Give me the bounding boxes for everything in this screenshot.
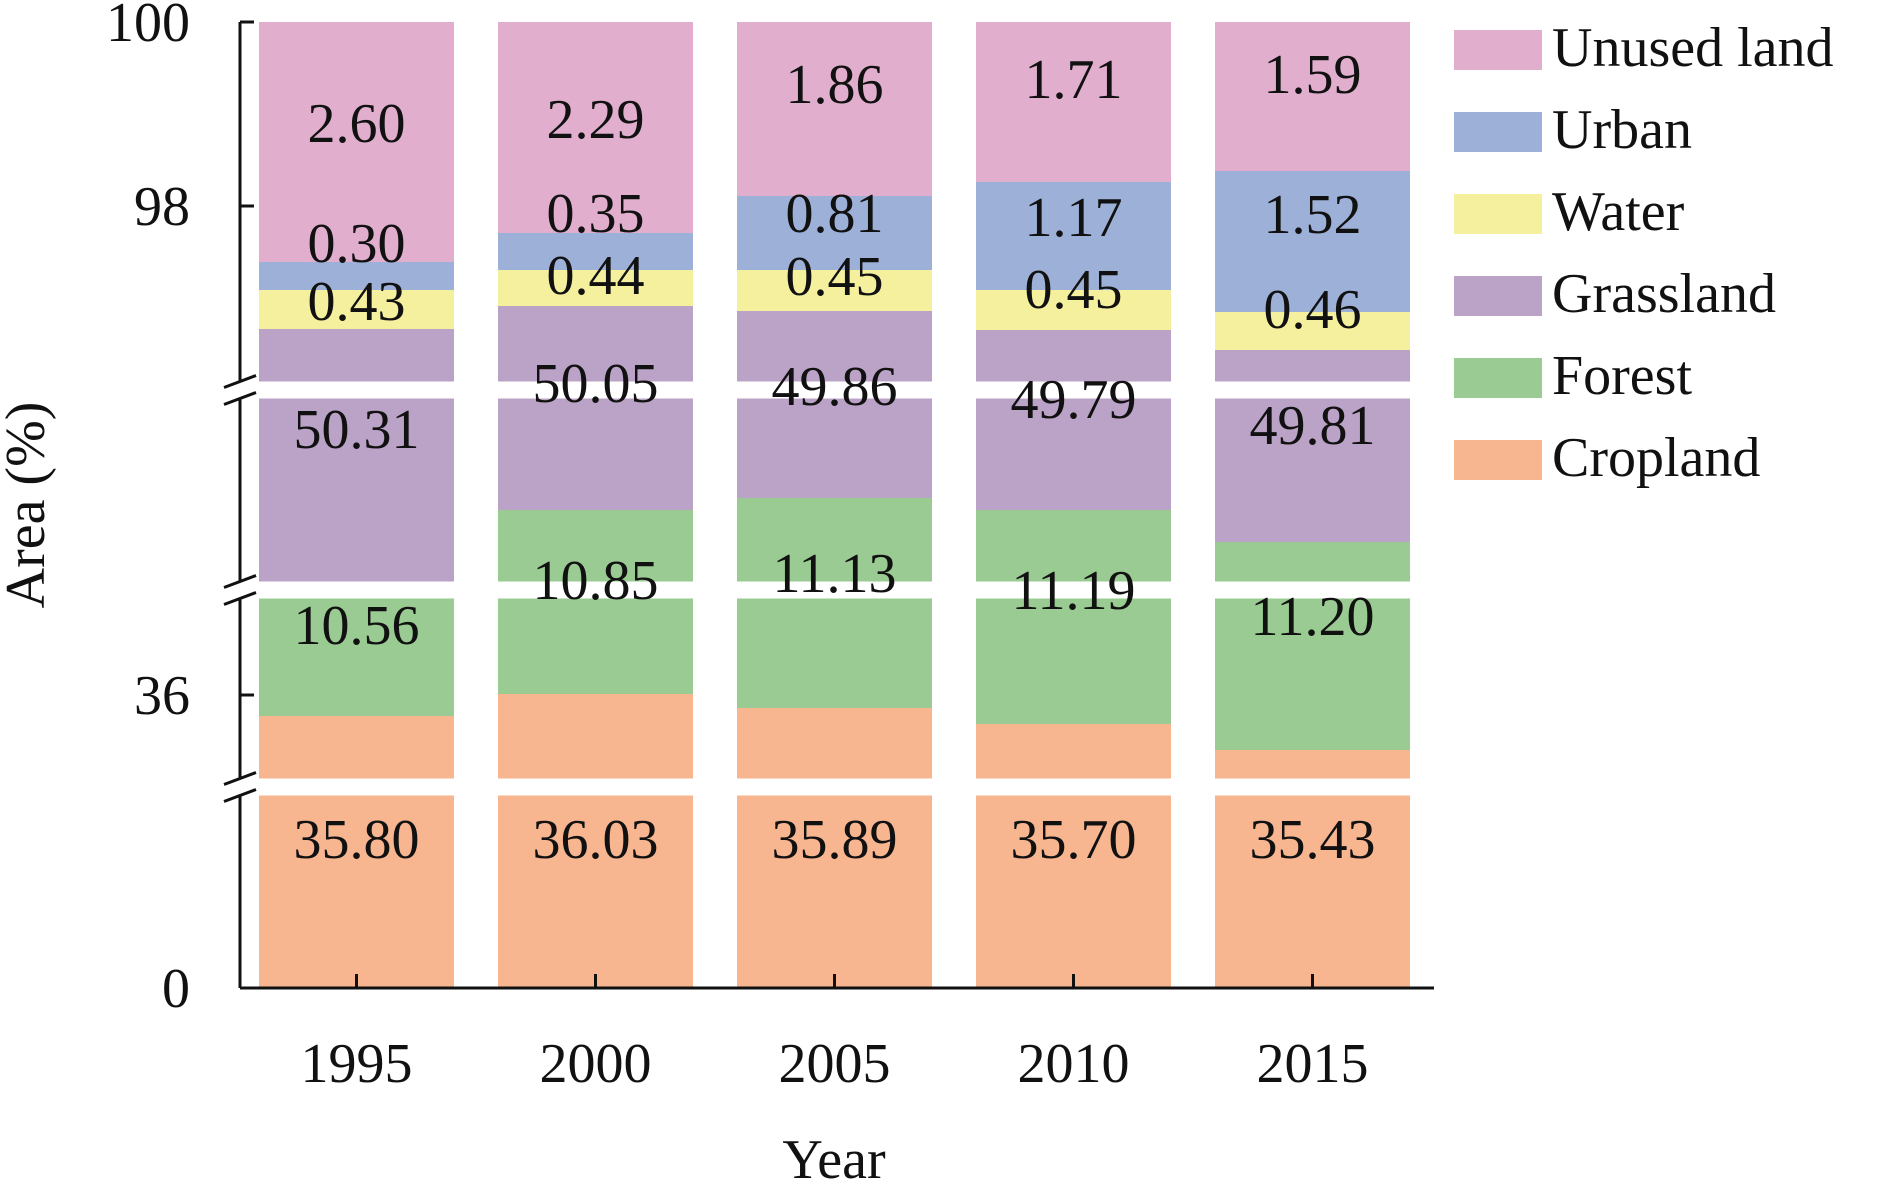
x-axis-title: Year (782, 1129, 886, 1182)
data-label-water-2010: 0.45 (1025, 259, 1123, 321)
data-labels-layer: 35.80 10.56 50.31 0.430.30 2.60 36.03 10.85 50.… (294, 44, 1376, 871)
bar-urban-1995 (259, 262, 454, 290)
bar-cropland-1995 (259, 716, 454, 988)
bar-water-2015 (1215, 312, 1410, 350)
bar-forest-1995 (259, 588, 454, 716)
bars-layer (259, 22, 1410, 988)
axis-break-gap-2 (236, 581, 1436, 599)
data-label-grassland-2015: 49.81 (1250, 395, 1376, 457)
data-label-urban-2010: 1.17 (1025, 187, 1123, 249)
bar-urban-2010 (976, 182, 1171, 290)
x-tick-label-1995: 1995 (301, 1033, 413, 1095)
data-label-unused-land-2015: 1.59 (1264, 44, 1362, 106)
bar-grassland-2010 (976, 330, 1171, 510)
x-tick-label-2010: 2010 (1018, 1033, 1130, 1095)
data-label-cropland-2005: 35.89 (772, 809, 898, 871)
y-tick-label-36: 36 (134, 665, 190, 727)
bar-grassland-1995 (259, 329, 454, 588)
data-label-urban-1995: 0.30 (308, 213, 406, 275)
bar-unused-land-2000 (498, 22, 693, 233)
legend-label-urban: Urban (1552, 99, 1692, 161)
data-label-water-2000: 0.44 (547, 245, 645, 307)
legend-swatch-unused-land (1454, 30, 1542, 70)
data-label-forest-2010: 11.19 (1012, 560, 1136, 622)
data-label-water-2005: 0.45 (786, 246, 884, 308)
data-label-cropland-2000: 36.03 (533, 809, 659, 871)
data-label-unused-land-2005: 1.86 (786, 54, 884, 116)
legend-swatch-water (1454, 194, 1542, 234)
y-axis-title: Area (%) (0, 402, 57, 609)
data-label-cropland-2015: 35.43 (1250, 809, 1376, 871)
y-tick-label-0: 0 (162, 958, 190, 1020)
data-label-cropland-1995: 35.80 (294, 809, 420, 871)
bar-water-2005 (737, 270, 932, 311)
bar-urban-2015 (1215, 171, 1410, 312)
data-label-grassland-2005: 49.86 (772, 356, 898, 418)
data-label-forest-2000: 10.85 (533, 550, 659, 612)
data-label-unused-land-2000: 2.29 (547, 89, 645, 151)
data-label-grassland-1995: 50.31 (294, 399, 420, 461)
y-tick-label-100: 100 (106, 0, 190, 54)
data-label-water-2015: 0.46 (1264, 279, 1362, 341)
legend-swatch-grassland (1454, 276, 1542, 316)
data-label-urban-2005: 0.81 (786, 183, 884, 245)
legend-swatch-cropland (1454, 440, 1542, 480)
legend-label-unused-land: Unused land (1552, 17, 1834, 79)
bar-unused-land-2015 (1215, 22, 1410, 171)
bar-urban-2005 (737, 196, 932, 270)
data-label-unused-land-1995: 2.60 (308, 93, 406, 155)
bar-water-2010 (976, 290, 1171, 330)
data-label-forest-2015: 11.20 (1251, 586, 1375, 648)
legend-label-forest: Forest (1552, 345, 1692, 407)
data-label-forest-1995: 10.56 (294, 595, 420, 657)
legend-swatch-urban (1454, 112, 1542, 152)
legend-label-grassland: Grassland (1552, 263, 1776, 325)
bar-urban-2000 (498, 233, 693, 270)
bar-unused-land-2005 (737, 22, 932, 196)
bar-cropland-2000 (498, 694, 693, 988)
legend-swatch-forest (1454, 358, 1542, 398)
bar-cropland-2010 (976, 724, 1171, 988)
data-label-cropland-2010: 35.70 (1011, 809, 1137, 871)
bar-forest-2005 (737, 498, 932, 708)
bar-water-1995 (259, 290, 454, 329)
bar-forest-2015 (1215, 542, 1410, 750)
legend-label-water: Water (1552, 181, 1685, 243)
x-tick-label-2005: 2005 (779, 1033, 891, 1095)
data-label-unused-land-2010: 1.71 (1025, 49, 1123, 111)
bar-water-2000 (498, 270, 693, 306)
legend: Unused land Urban Water Grassland Forest Crop… (1454, 17, 1834, 489)
axes-layer: 100 98 36 0 1995 2000 2005 2010 2015 (106, 0, 1434, 1095)
bar-grassland-2000 (498, 306, 693, 510)
bar-forest-2000 (498, 510, 693, 694)
bar-grassland-2005 (737, 311, 932, 498)
legend-label-cropland: Cropland (1552, 427, 1760, 489)
x-tick-label-2015: 2015 (1257, 1033, 1369, 1095)
bar-cropland-2005 (737, 708, 932, 988)
data-label-urban-2015: 1.52 (1264, 184, 1362, 246)
data-label-water-1995: 0.43 (308, 271, 406, 333)
x-tick-label-2000: 2000 (540, 1033, 652, 1095)
axis-break-gap-1 (236, 381, 1436, 399)
axis-break-gaps (223, 374, 1436, 803)
data-label-urban-2000: 0.35 (547, 183, 645, 245)
y-tick-label-98: 98 (134, 176, 190, 238)
axis-break-gap-3 (236, 778, 1436, 796)
data-label-grassland-2000: 50.05 (533, 353, 659, 415)
bar-unused-land-2010 (976, 22, 1171, 182)
bar-forest-2010 (976, 510, 1171, 724)
data-label-forest-2005: 11.13 (773, 543, 897, 605)
data-label-grassland-2010: 49.79 (1011, 369, 1137, 431)
bar-unused-land-1995 (259, 22, 454, 262)
